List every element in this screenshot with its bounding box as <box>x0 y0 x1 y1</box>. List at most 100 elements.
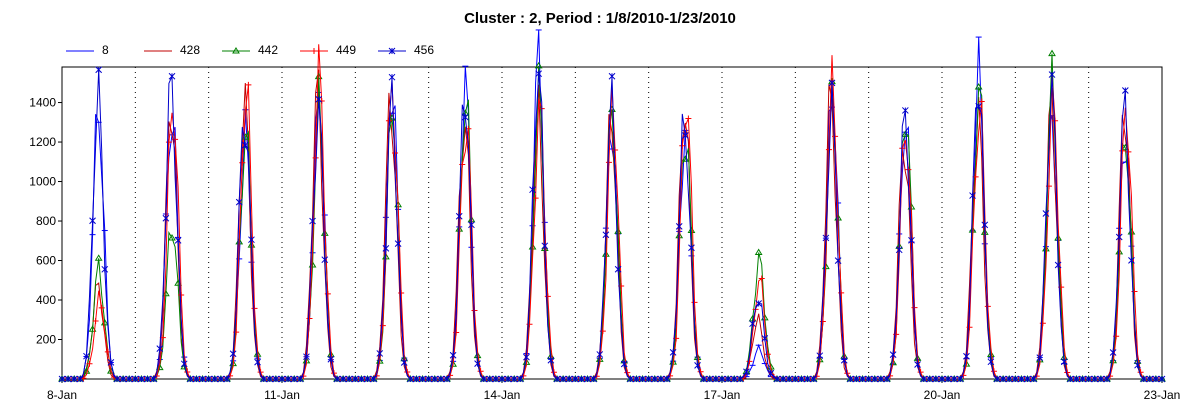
marker-456 <box>926 375 934 383</box>
marker-442 <box>974 83 983 90</box>
marker-456 <box>394 240 402 248</box>
marker-456 <box>1011 375 1019 383</box>
marker-456 <box>614 265 622 273</box>
marker-456 <box>743 368 750 376</box>
marker-449 <box>532 195 539 202</box>
marker-456 <box>908 236 915 244</box>
marker-449 <box>1052 117 1059 124</box>
marker-456 <box>358 375 365 383</box>
x-tick-label: 20-Jan <box>924 388 961 402</box>
marker-456 <box>1060 358 1068 366</box>
marker-456 <box>1146 375 1154 383</box>
marker-442 <box>1054 234 1062 241</box>
marker-456 <box>217 375 225 383</box>
marker-456 <box>834 257 842 265</box>
marker-456 <box>498 375 506 383</box>
marker-449 <box>379 322 386 329</box>
marker-449 <box>312 154 319 161</box>
marker-449 <box>984 303 991 310</box>
marker-456 <box>779 375 787 383</box>
marker-456 <box>241 141 249 149</box>
marker-456 <box>657 375 665 383</box>
legend-swatch <box>144 50 172 52</box>
legend-label: 442 <box>258 43 279 57</box>
marker-456 <box>1018 375 1025 383</box>
marker-456 <box>914 361 921 368</box>
marker-456 <box>382 244 390 252</box>
legend-label: 449 <box>336 43 357 57</box>
marker-442 <box>155 363 164 371</box>
marker-442 <box>534 61 543 69</box>
marker-456 <box>156 345 164 352</box>
marker-456 <box>186 375 194 383</box>
marker-449 <box>770 373 777 380</box>
marker-456 <box>309 217 316 225</box>
marker-449 <box>98 304 105 311</box>
marker-449 <box>306 315 313 322</box>
marker-456 <box>345 375 353 383</box>
marker-456 <box>602 231 610 239</box>
marker-456 <box>474 360 481 367</box>
marker-456 <box>1152 375 1160 383</box>
legend-swatch <box>300 48 328 54</box>
marker-456 <box>565 375 573 383</box>
y-tick-label: 1200 <box>29 135 56 149</box>
marker-449 <box>239 159 246 166</box>
marker-456 <box>278 375 286 383</box>
marker-456 <box>871 375 879 383</box>
marker-456 <box>1005 375 1013 383</box>
marker-456 <box>492 375 500 383</box>
marker-442 <box>1115 247 1124 255</box>
marker-456 <box>694 362 701 369</box>
marker-456 <box>1085 375 1093 383</box>
marker-449 <box>893 331 900 338</box>
marker-456 <box>767 369 775 377</box>
marker-449 <box>178 292 185 299</box>
marker-442 <box>168 234 176 241</box>
marker-456 <box>510 375 518 383</box>
marker-456 <box>199 375 206 383</box>
marker-456 <box>938 375 946 383</box>
marker-456 <box>58 375 66 383</box>
marker-456 <box>975 102 983 110</box>
marker-456 <box>455 212 463 220</box>
marker-456 <box>290 375 298 383</box>
marker-456 <box>828 79 836 87</box>
marker-456 <box>1048 71 1056 78</box>
marker-456 <box>932 375 940 383</box>
marker-442 <box>1048 49 1056 57</box>
marker-456 <box>180 360 188 368</box>
marker-456 <box>963 352 970 360</box>
marker-456 <box>333 375 341 383</box>
marker-456 <box>193 375 200 383</box>
y-tick-label: 1000 <box>29 175 56 189</box>
marker-456 <box>853 375 860 383</box>
marker-456 <box>76 375 84 383</box>
marker-456 <box>1054 261 1062 269</box>
marker-449 <box>172 136 179 143</box>
marker-456 <box>101 265 109 273</box>
marker-456 <box>523 353 530 361</box>
marker-449 <box>526 321 533 328</box>
marker-456 <box>681 132 689 139</box>
marker-456 <box>535 70 543 78</box>
marker-456 <box>107 359 115 366</box>
marker-456 <box>804 375 811 383</box>
marker-442 <box>901 130 910 137</box>
y-tick-label: 1400 <box>29 96 56 110</box>
marker-456 <box>1079 375 1086 383</box>
marker-456 <box>425 375 433 383</box>
marker-456 <box>736 375 744 383</box>
marker-456 <box>590 375 598 383</box>
marker-456 <box>987 358 995 366</box>
marker-456 <box>700 375 708 383</box>
marker-456 <box>675 223 683 230</box>
marker-456 <box>83 352 90 360</box>
legend-label: 456 <box>414 43 435 57</box>
marker-456 <box>437 375 445 383</box>
marker-449 <box>691 299 698 306</box>
marker-456 <box>883 375 891 383</box>
marker-456 <box>400 359 408 366</box>
marker-456 <box>1134 361 1141 369</box>
legend-swatch <box>66 50 94 52</box>
